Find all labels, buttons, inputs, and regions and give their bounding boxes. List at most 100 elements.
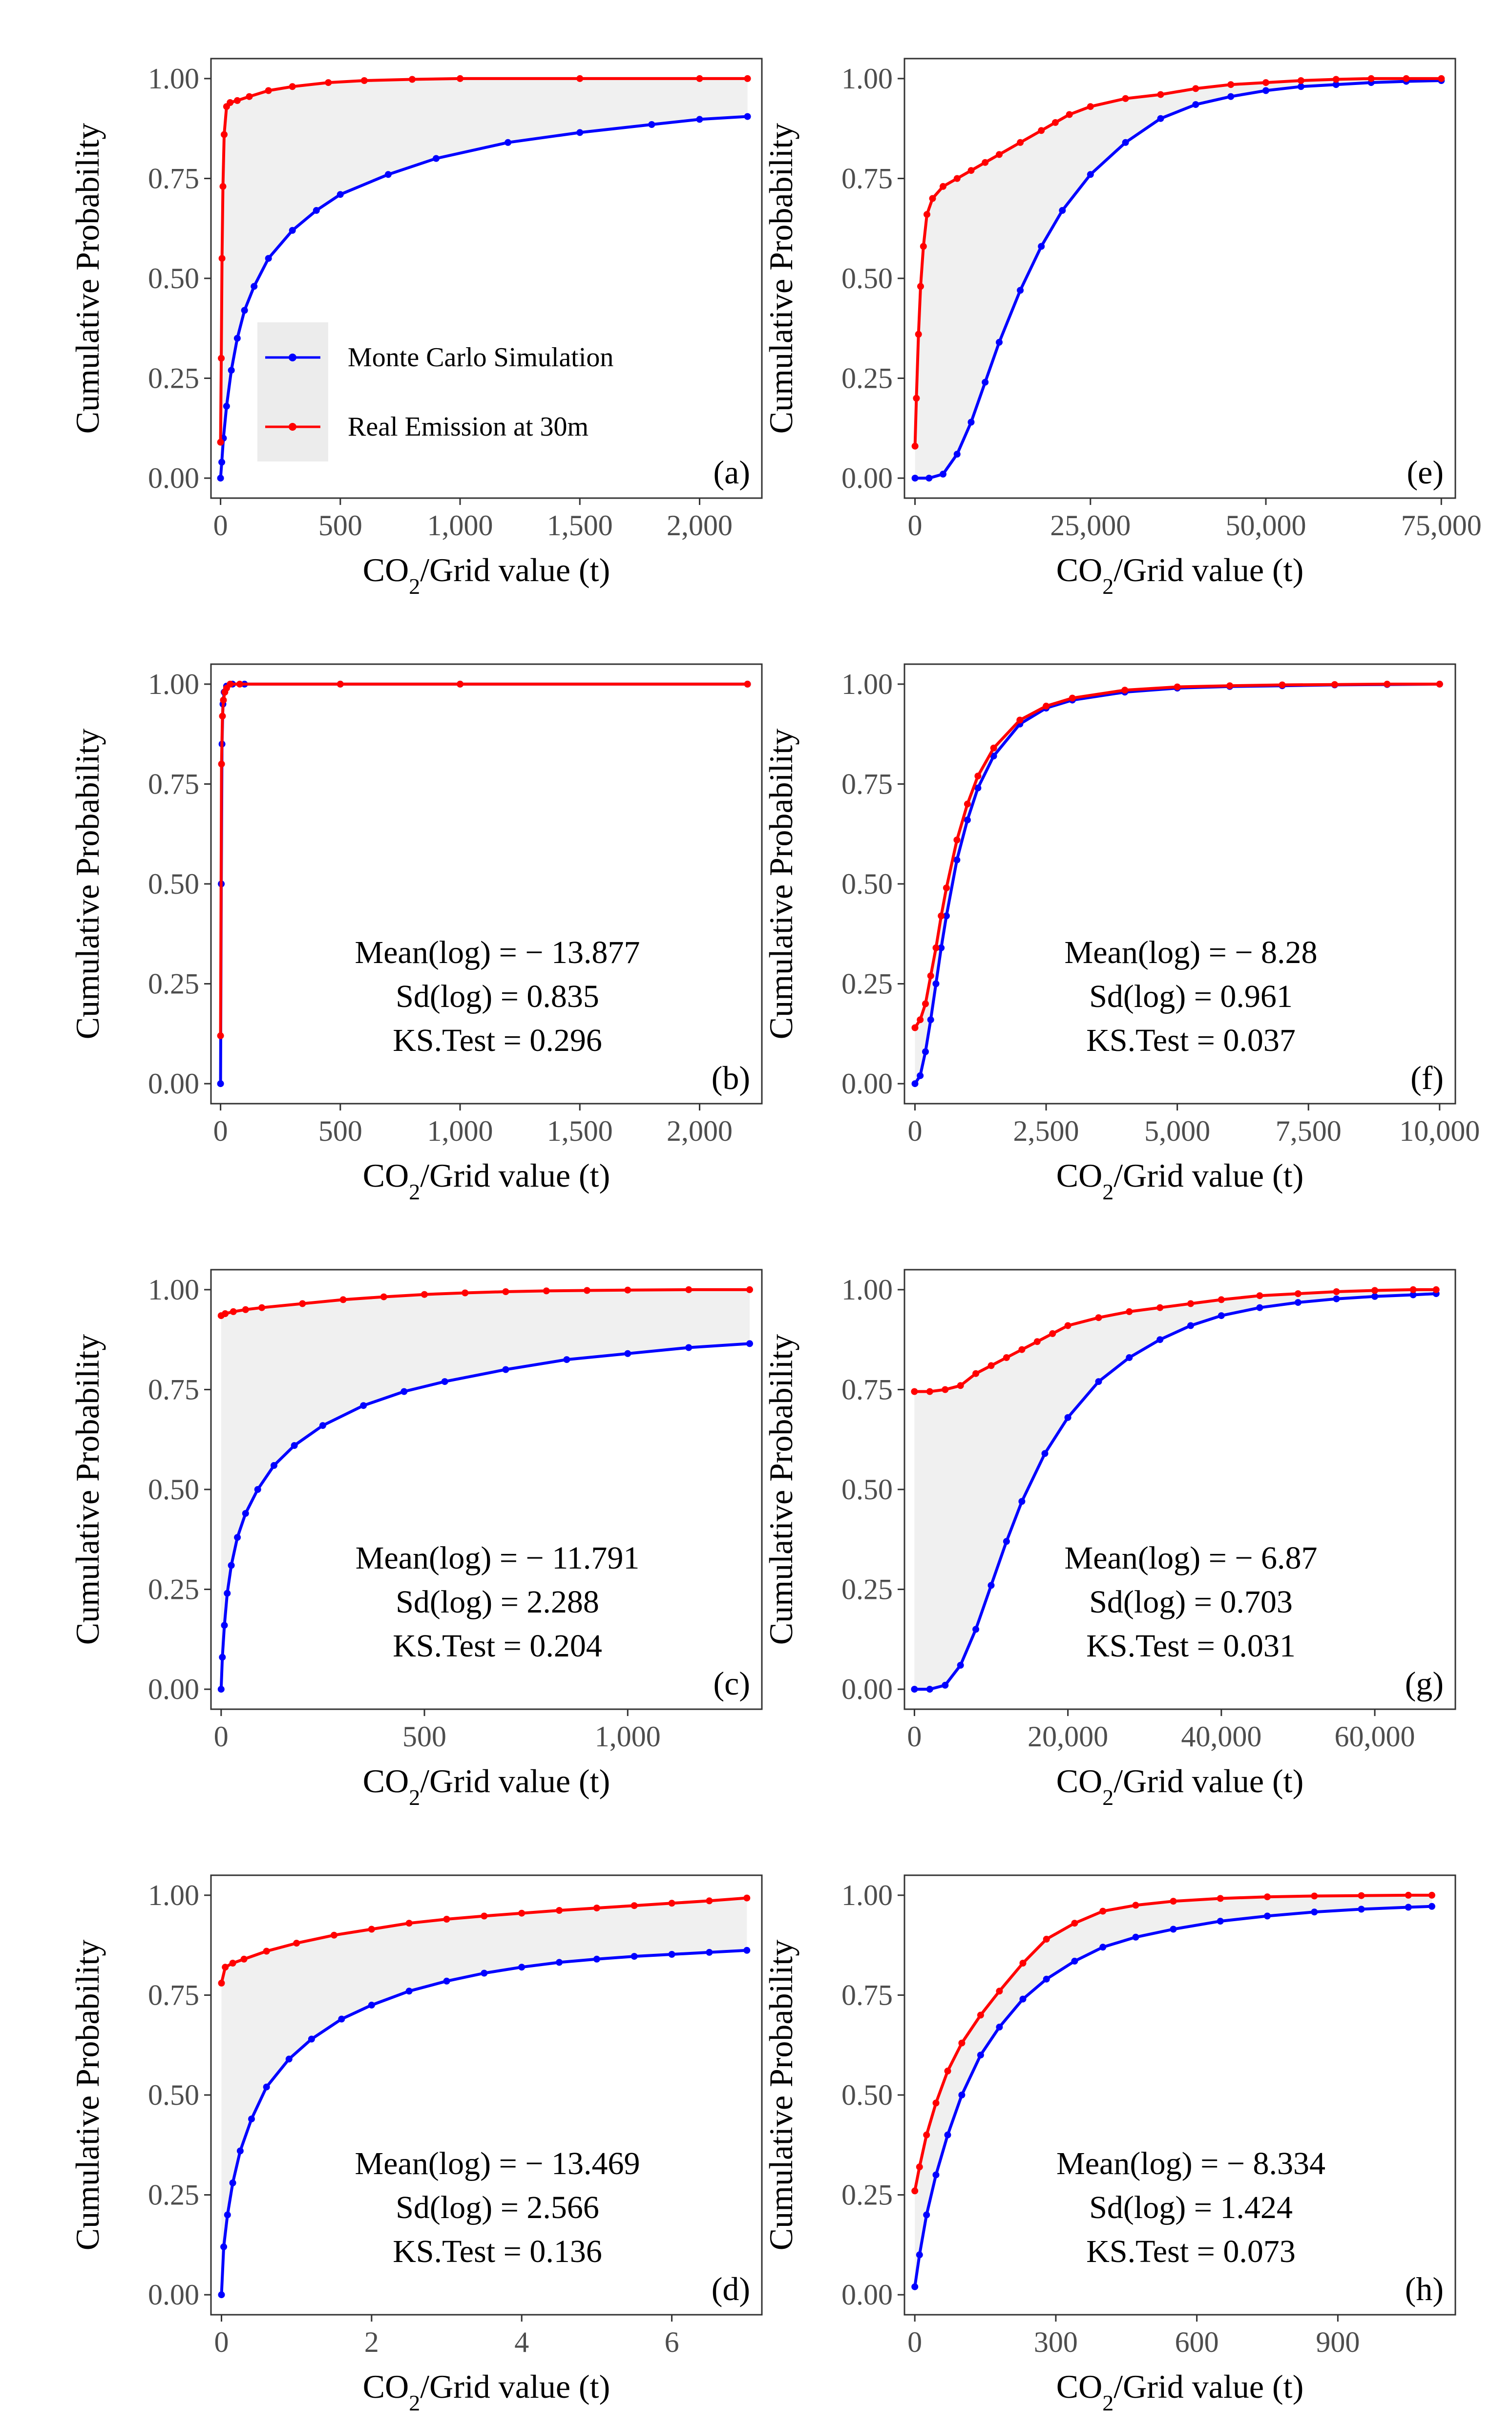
x-tick-label: 1,500 bbox=[547, 1115, 613, 1147]
data-point bbox=[1049, 1330, 1056, 1337]
data-point bbox=[911, 1388, 918, 1395]
data-point bbox=[624, 1286, 631, 1294]
y-axis-title: Cumulative Probability bbox=[69, 1334, 106, 1645]
x-tick-label: 40,000 bbox=[1181, 1720, 1261, 1753]
data-point bbox=[502, 1366, 509, 1373]
y-tick-label: 0.00 bbox=[841, 462, 893, 494]
data-point bbox=[990, 744, 997, 752]
data-point bbox=[224, 1590, 231, 1597]
y-tick-label: 0.75 bbox=[148, 1373, 199, 1405]
y-tick-label: 0.50 bbox=[148, 2079, 199, 2111]
difference-area bbox=[221, 1898, 747, 2295]
data-point bbox=[1099, 1944, 1107, 1951]
data-point bbox=[744, 113, 751, 120]
data-point bbox=[977, 2052, 984, 2059]
data-point bbox=[1099, 1907, 1107, 1915]
data-point bbox=[405, 1920, 413, 1927]
data-point bbox=[1019, 1960, 1027, 1967]
y-tick-label: 0.50 bbox=[148, 1473, 199, 1506]
data-point bbox=[222, 1964, 229, 1971]
data-point bbox=[744, 75, 751, 82]
data-point bbox=[289, 227, 296, 234]
data-point bbox=[433, 155, 440, 162]
data-point bbox=[229, 2179, 236, 2186]
data-point bbox=[932, 944, 940, 951]
y-tick-label: 0.75 bbox=[148, 1979, 199, 2011]
data-point bbox=[940, 183, 946, 190]
stat-line: Mean(log) = − 8.334 bbox=[1056, 2146, 1325, 2181]
data-point bbox=[1428, 1903, 1435, 1910]
data-point bbox=[223, 402, 230, 410]
data-point bbox=[236, 680, 243, 688]
data-point bbox=[313, 207, 320, 214]
data-point bbox=[293, 1940, 300, 1947]
data-point bbox=[233, 97, 241, 104]
chart-panel-c: 0.00 0.25 0.50 0.75 1.00 0 500 1,000 CO2/Grid va… bbox=[69, 1269, 763, 1810]
data-point bbox=[221, 131, 228, 138]
x-tick-label: 2,000 bbox=[667, 509, 733, 542]
x-tick-label: 4 bbox=[514, 2326, 529, 2358]
data-point bbox=[481, 1969, 488, 1977]
data-point bbox=[743, 1947, 751, 1954]
plot-area bbox=[211, 664, 762, 1104]
data-point bbox=[331, 1931, 337, 1939]
stat-line: Sd(log) = 2.288 bbox=[396, 1584, 599, 1620]
data-point bbox=[967, 167, 975, 174]
data-point bbox=[924, 211, 930, 218]
panel-label: (a) bbox=[714, 454, 750, 491]
data-point bbox=[1333, 1295, 1340, 1302]
data-point bbox=[977, 2011, 984, 2019]
data-point bbox=[913, 395, 920, 402]
data-point bbox=[380, 1293, 387, 1300]
data-point bbox=[957, 1662, 964, 1669]
data-point bbox=[218, 2291, 225, 2299]
series-real bbox=[218, 1894, 751, 1987]
data-point bbox=[1367, 75, 1375, 82]
data-point bbox=[1409, 1291, 1417, 1299]
data-point bbox=[254, 1486, 261, 1493]
data-point bbox=[1218, 1312, 1225, 1320]
y-tick-label: 0.00 bbox=[841, 1673, 893, 1705]
data-point bbox=[336, 191, 344, 198]
data-point bbox=[987, 1362, 995, 1369]
difference-area bbox=[220, 78, 748, 479]
data-point bbox=[441, 1378, 448, 1385]
data-point bbox=[1126, 1308, 1133, 1315]
data-point bbox=[1432, 1286, 1440, 1293]
data-point bbox=[938, 944, 945, 951]
x-axis-title: CO2/Grid value (t) bbox=[363, 551, 610, 599]
series-real bbox=[911, 1891, 1435, 2195]
y-tick-label: 0.25 bbox=[148, 362, 199, 395]
chart-panel-f: 0.00 0.25 0.50 0.75 1.00 0 2,500 5,000 7,500 10,0… bbox=[762, 663, 1480, 1204]
data-point bbox=[953, 856, 961, 863]
data-point bbox=[1041, 1450, 1049, 1457]
data-point bbox=[1095, 1314, 1102, 1321]
data-point bbox=[457, 75, 464, 82]
data-point bbox=[1294, 1290, 1302, 1298]
stat-line: KS.Test = 0.037 bbox=[1086, 1023, 1296, 1058]
chart-panel-b: 0.00 0.25 0.50 0.75 1.00 0 500 1,000 1,500 2,000 C… bbox=[69, 663, 763, 1204]
data-point bbox=[1279, 681, 1286, 689]
y-tick-label: 0.75 bbox=[841, 1373, 893, 1405]
y-tick-label: 0.50 bbox=[841, 1473, 893, 1506]
data-point bbox=[1403, 75, 1410, 82]
data-point bbox=[925, 475, 933, 482]
data-point bbox=[911, 442, 919, 450]
legend-label: Real Emission at 30m bbox=[348, 412, 588, 442]
data-point bbox=[1064, 1322, 1071, 1329]
stat-line: Mean(log) = − 13.469 bbox=[355, 2146, 640, 2181]
data-point bbox=[1226, 682, 1234, 690]
data-point bbox=[1311, 1892, 1318, 1900]
x-tick-label: 50,000 bbox=[1226, 509, 1306, 542]
stat-line: Sd(log) = 0.961 bbox=[1089, 979, 1293, 1014]
data-point bbox=[972, 1626, 980, 1633]
data-point bbox=[271, 1462, 277, 1469]
stat-line: Mean(log) = − 6.87 bbox=[1065, 1540, 1318, 1576]
chart-panel-g: 0.00 0.25 0.50 0.75 1.00 0 20,000 40,000 60,000 C… bbox=[762, 1269, 1456, 1810]
y-tick-label: 1.00 bbox=[841, 668, 893, 700]
x-tick-label: 2 bbox=[364, 2326, 379, 2358]
legend-label: Monte Carlo Simulation bbox=[348, 342, 613, 373]
data-point bbox=[987, 1582, 995, 1589]
stat-line: Sd(log) = 2.566 bbox=[396, 2190, 599, 2225]
stat-line: Mean(log) = − 11.791 bbox=[356, 1540, 640, 1576]
